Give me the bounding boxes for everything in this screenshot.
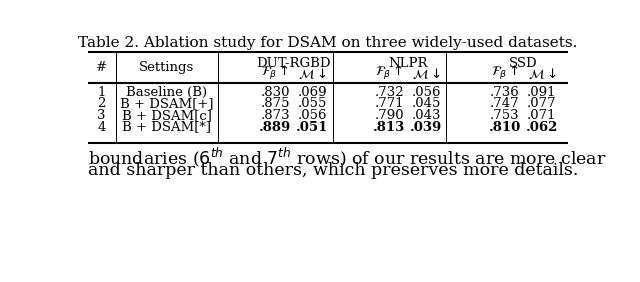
Text: $\mathcal{F}_{\beta}\uparrow$: $\mathcal{F}_{\beta}\uparrow$ <box>261 64 289 82</box>
Text: .043: .043 <box>412 109 441 122</box>
Text: .753: .753 <box>490 109 520 122</box>
Text: $\mathcal{F}_{\beta}\uparrow$: $\mathcal{F}_{\beta}\uparrow$ <box>491 64 518 82</box>
Text: .071: .071 <box>527 109 557 122</box>
Text: 3: 3 <box>97 109 106 122</box>
Text: Table 2. Ablation study for DSAM on three widely-used datasets.: Table 2. Ablation study for DSAM on thre… <box>78 36 578 50</box>
Text: $\mathcal{F}_{\beta}\uparrow$: $\mathcal{F}_{\beta}\uparrow$ <box>375 64 403 82</box>
Text: .875: .875 <box>260 97 290 111</box>
Text: .056: .056 <box>298 109 327 122</box>
Text: .056: .056 <box>412 86 441 99</box>
Text: SSD: SSD <box>509 57 538 70</box>
Text: .889: .889 <box>259 120 291 133</box>
Text: #: # <box>96 61 108 74</box>
Text: B + DSAM[c]: B + DSAM[c] <box>122 109 212 122</box>
Text: .736: .736 <box>490 86 520 99</box>
Text: .051: .051 <box>296 120 329 133</box>
Text: .830: .830 <box>260 86 290 99</box>
Text: .055: .055 <box>298 97 327 111</box>
Text: .091: .091 <box>527 86 557 99</box>
Text: Settings: Settings <box>139 61 195 74</box>
Text: .747: .747 <box>490 97 520 111</box>
Text: DUT-RGBD: DUT-RGBD <box>257 57 331 70</box>
Text: boundaries ($6^{th}$ and $7^{th}$ rows) of our results are more clear: boundaries ($6^{th}$ and $7^{th}$ rows) … <box>88 145 606 169</box>
Text: .873: .873 <box>260 109 290 122</box>
Text: Baseline (B): Baseline (B) <box>126 86 207 99</box>
Text: .790: .790 <box>374 109 404 122</box>
Text: 1: 1 <box>97 86 106 99</box>
Text: B + DSAM[*]: B + DSAM[*] <box>122 120 211 133</box>
Text: .732: .732 <box>374 86 404 99</box>
Text: 2: 2 <box>97 97 106 111</box>
Text: .810: .810 <box>488 120 521 133</box>
Text: B + DSAM[+]: B + DSAM[+] <box>120 97 214 111</box>
Text: $\mathcal{M}\downarrow$: $\mathcal{M}\downarrow$ <box>412 66 440 81</box>
Text: .813: .813 <box>373 120 405 133</box>
Text: .062: .062 <box>525 120 558 133</box>
Text: $\mathcal{M}\downarrow$: $\mathcal{M}\downarrow$ <box>528 66 556 81</box>
Text: .039: .039 <box>410 120 442 133</box>
Text: 4: 4 <box>97 120 106 133</box>
Text: .077: .077 <box>527 97 557 111</box>
Text: .069: .069 <box>298 86 327 99</box>
Text: .771: .771 <box>374 97 404 111</box>
Text: and sharper than others, which preserves more details.: and sharper than others, which preserves… <box>88 162 578 179</box>
Text: $\mathcal{M}\downarrow$: $\mathcal{M}\downarrow$ <box>298 66 326 81</box>
Text: .045: .045 <box>412 97 441 111</box>
Text: NLPR: NLPR <box>388 57 428 70</box>
